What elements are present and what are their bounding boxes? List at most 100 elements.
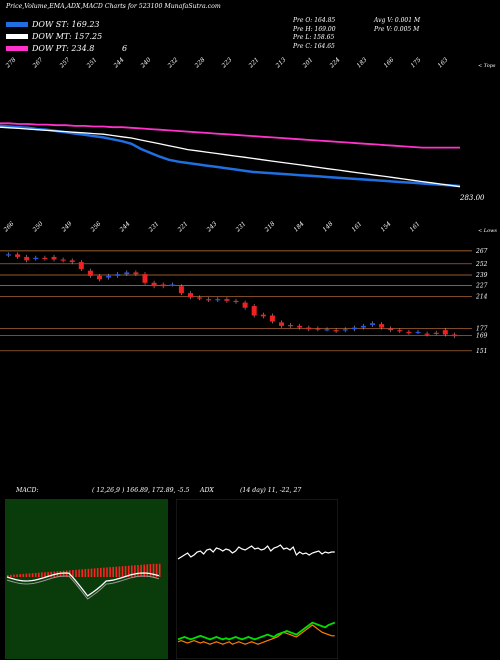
candle <box>169 284 175 286</box>
macd-bar <box>149 564 152 577</box>
low-number: 250 <box>31 220 45 234</box>
macd-bar <box>134 565 136 577</box>
top-number: 163 <box>436 56 449 69</box>
candle <box>106 275 112 278</box>
level-label: 267 <box>475 248 488 255</box>
top-number: 240 <box>139 56 153 70</box>
macd-bar <box>65 570 68 577</box>
macd-bar <box>118 566 121 577</box>
candle <box>78 262 84 269</box>
macd-bar <box>158 563 161 577</box>
ema-price-label: 283.00 <box>459 194 485 202</box>
candle <box>242 302 248 308</box>
candle <box>306 327 312 330</box>
candle <box>178 286 184 294</box>
candle <box>124 272 130 275</box>
candle <box>24 256 30 261</box>
candle <box>288 324 294 327</box>
macd-bar <box>44 572 46 577</box>
macd-bar <box>72 570 74 577</box>
level-label: 151 <box>476 348 487 355</box>
top-number: 166 <box>382 56 395 69</box>
top-number: 183 <box>355 56 368 69</box>
macd-bar <box>87 568 90 577</box>
candle <box>388 328 394 331</box>
low-number: 154 <box>379 220 392 233</box>
candle <box>51 256 57 260</box>
stats-col2: Avg V: 0.001 M Pre V: 0.005 M <box>374 17 420 34</box>
macd-bar <box>31 573 34 577</box>
macd-bar <box>84 569 87 577</box>
candle <box>188 293 193 298</box>
candle <box>6 254 11 256</box>
top-number: 224 <box>328 56 342 70</box>
macd-chart <box>5 499 168 659</box>
top-number: 213 <box>274 56 288 70</box>
candle <box>160 284 166 287</box>
macd-values: ( 12,26,9 ) 166.89, 172.89, -5.5 <box>92 487 190 494</box>
adx-label: ADX <box>200 487 214 494</box>
macd-bar <box>25 573 28 577</box>
chart-title: Price,Volume,EMA,ADX,MACD Charts for 523… <box>6 3 221 10</box>
stat-pre-volume: Pre V: 0.005 M <box>374 25 420 33</box>
macd-bar <box>38 572 40 577</box>
level-label: 252 <box>475 261 488 268</box>
candle <box>442 330 448 335</box>
macd-bar <box>90 568 93 577</box>
candle <box>197 297 203 299</box>
top-number: 257 <box>58 56 72 70</box>
candle <box>415 331 421 334</box>
macd-bar <box>109 567 111 577</box>
level-label: 169 <box>476 332 488 339</box>
macd-bar <box>146 564 149 577</box>
low-number: 243 <box>205 220 219 234</box>
macd-bar <box>115 566 118 577</box>
low-number: 256 <box>89 220 103 234</box>
ema-line-dow-pt <box>0 122 460 149</box>
legend-dow-pt-label: DOW PT: 234.8 <box>32 43 95 53</box>
low-number: 244 <box>118 220 132 234</box>
candle <box>269 315 275 322</box>
low-number: 266 <box>2 220 16 234</box>
candle <box>370 323 375 325</box>
macd-signal-line <box>6 575 160 600</box>
low-number: 249 <box>60 220 74 234</box>
candle <box>206 299 212 301</box>
tops-label: < Tops <box>478 63 496 69</box>
adx-line-di <box>177 621 336 641</box>
candle <box>379 324 385 328</box>
candle <box>297 325 303 328</box>
top-number: 278 <box>4 56 18 70</box>
candle <box>279 322 284 326</box>
low-number: 221 <box>176 220 190 234</box>
macd-bar <box>13 574 15 577</box>
candle <box>251 306 257 316</box>
candle <box>360 325 366 328</box>
top-number: 201 <box>301 56 315 70</box>
adx-line-di <box>177 624 335 645</box>
candle <box>351 327 357 330</box>
top-number: 228 <box>193 56 207 70</box>
stat-pre-close: Pre C: 164.65 <box>293 42 335 50</box>
macd-bar <box>127 565 130 577</box>
macd-bar <box>96 568 99 577</box>
adx-background <box>176 499 338 659</box>
legend-dow-pt-swatch <box>6 45 28 51</box>
macd-bar <box>75 569 77 577</box>
macd-bar <box>50 571 52 577</box>
candle <box>215 299 221 301</box>
adx-line-adx <box>177 544 335 560</box>
candle <box>115 274 121 276</box>
level-label: 227 <box>475 282 488 289</box>
candle <box>451 334 457 337</box>
legend-dow-st-swatch <box>6 21 28 27</box>
macd-bar <box>78 569 80 577</box>
low-number: 184 <box>292 220 305 233</box>
macd-bar <box>22 573 25 577</box>
ema-line-dow-st <box>0 124 461 188</box>
candle <box>151 282 157 287</box>
candle <box>142 274 148 283</box>
ema-line-dow-mt <box>0 126 461 188</box>
candle <box>15 254 21 257</box>
